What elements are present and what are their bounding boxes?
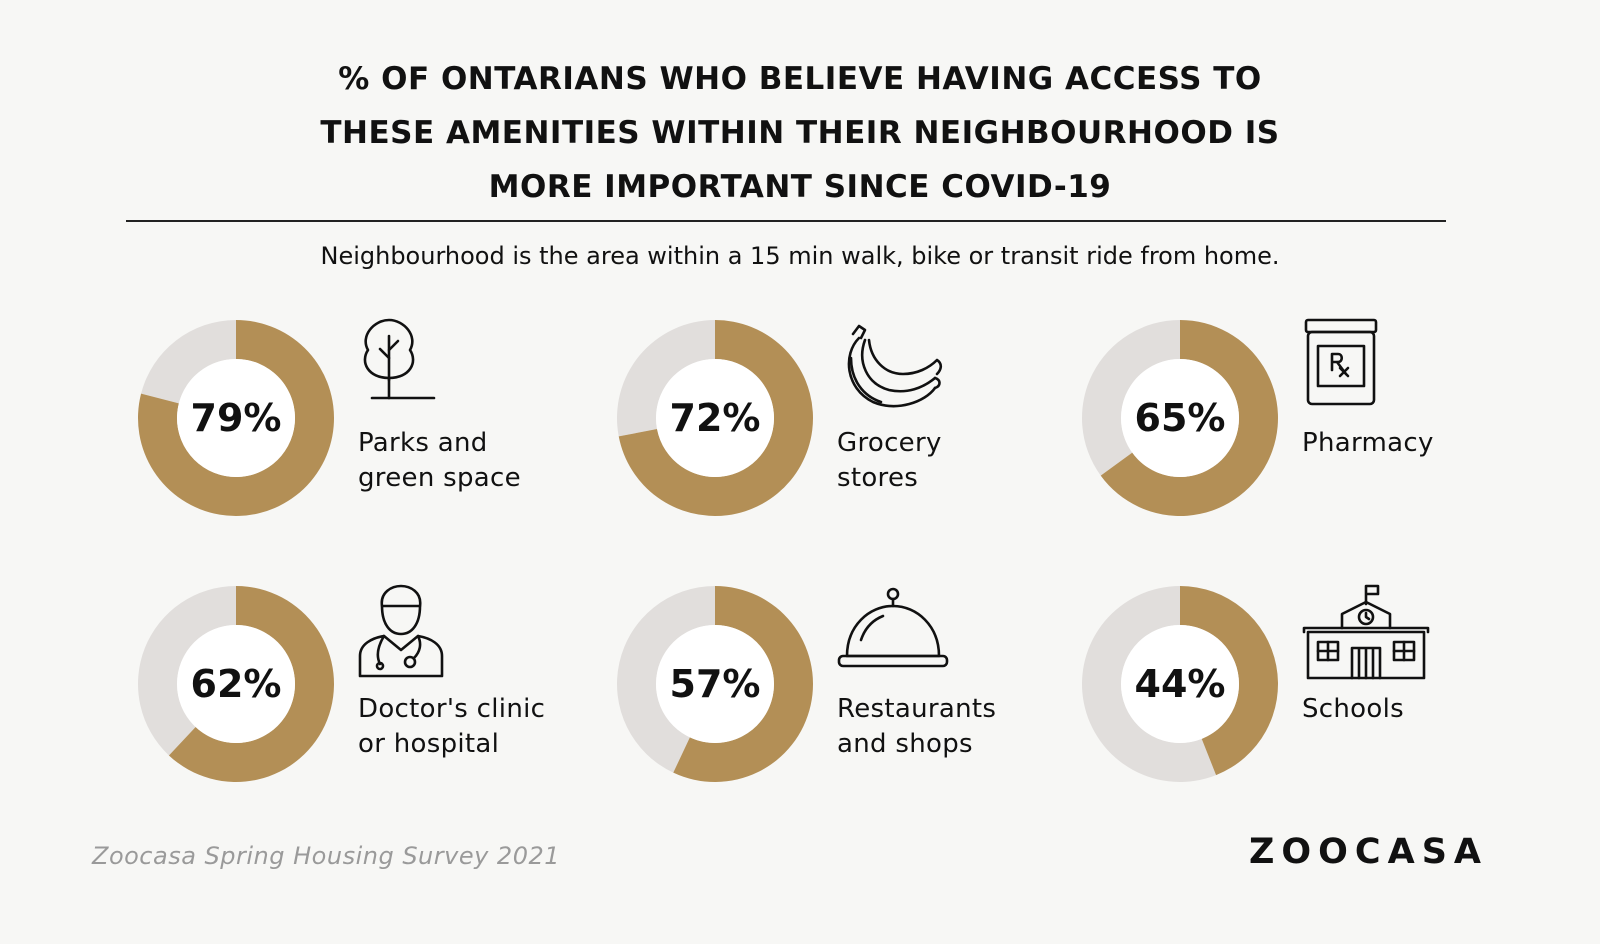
- donut-chart: [138, 586, 335, 782]
- title-divider: [126, 220, 1446, 222]
- donut-remainder-slice: [617, 320, 715, 437]
- donut-value-slice: [1100, 320, 1278, 516]
- label-line: Doctor's clinic: [358, 694, 546, 724]
- donut-hole: [1121, 359, 1239, 477]
- label-line: and shops: [837, 729, 973, 759]
- amenity-label: Pharmacy: [1302, 426, 1552, 461]
- subtitle: Neighbourhood is the area within a 15 mi…: [320, 242, 1280, 270]
- title-line: % OF ONTARIANS WHO BELIEVE HAVING ACCESS…: [338, 61, 1262, 97]
- donut-remainder-slice: [617, 586, 715, 773]
- donut-remainder-slice: [141, 320, 236, 404]
- amenity-item: 79% Parks and green space: [136, 318, 606, 518]
- donut-remainder-slice: [1082, 320, 1180, 476]
- chart-title: % OF ONTARIANS WHO BELIEVE HAVING ACCESS…: [0, 52, 1600, 214]
- donut-value-slice: [1180, 586, 1278, 776]
- donut-value-slice: [138, 320, 334, 516]
- tree-icon: [363, 318, 436, 400]
- donut-hole: [656, 625, 774, 743]
- pharmacy-bottle-icon: [1304, 318, 1378, 406]
- amenity-item: 62% Doctor's clinic or hospital: [136, 584, 606, 784]
- label-line: green space: [358, 463, 521, 493]
- label-line: Schools: [1302, 694, 1404, 724]
- label-line: Parks and: [358, 428, 488, 458]
- donut-hole: [177, 625, 295, 743]
- school-icon: [1302, 584, 1430, 680]
- donut-hole: [1121, 625, 1239, 743]
- amenity-item: 65% Pharmacy: [1080, 318, 1550, 518]
- donut-chart: [617, 320, 813, 516]
- label-line: Grocery: [837, 428, 942, 458]
- percent-label: 57%: [669, 662, 761, 706]
- amenity-label: Parks and green space: [358, 426, 608, 496]
- label-line: stores: [837, 463, 919, 493]
- percent-label: 79%: [190, 396, 282, 440]
- doctor-icon: [358, 584, 444, 678]
- donut-value-slice: [618, 320, 813, 516]
- donut-remainder-slice: [1082, 586, 1217, 782]
- donut-chart: [1082, 320, 1278, 516]
- title-line: THESE AMENITIES WITHIN THEIR NEIGHBOURHO…: [320, 115, 1280, 151]
- amenity-label: Schools: [1302, 692, 1552, 727]
- food-cloche-icon: [837, 587, 949, 668]
- amenity-label: Doctor's clinic or hospital: [358, 692, 608, 762]
- percent-label: 44%: [1134, 662, 1226, 706]
- title-line: MORE IMPORTANT SINCE COVID-19: [488, 169, 1112, 205]
- amenity-label: Restaurants and shops: [837, 692, 1087, 762]
- donut-hole: [656, 359, 774, 477]
- percent-label: 65%: [1134, 396, 1226, 440]
- donut-chart: [617, 586, 813, 782]
- donut-chart: [138, 320, 334, 516]
- amenity-label: Grocery stores: [837, 426, 1087, 496]
- donut-value-slice: [673, 586, 813, 782]
- donut-chart: [1082, 586, 1278, 782]
- amenity-item: 44% Schools: [1080, 584, 1550, 784]
- donut-remainder-slice: [138, 586, 236, 756]
- source-note: Zoocasa Spring Housing Survey 2021: [92, 842, 561, 870]
- percent-label: 72%: [669, 396, 761, 440]
- brand-logo: ZOOCASA: [1249, 832, 1488, 872]
- amenity-item: 72% Grocery stores: [615, 318, 1085, 518]
- label-line: Restaurants: [837, 694, 997, 724]
- amenity-item: 57% Restaurants and shops: [615, 584, 1085, 784]
- percent-label: 62%: [190, 662, 282, 706]
- donut-value-slice: [168, 586, 335, 782]
- donut-hole: [177, 359, 295, 477]
- banana-icon: [847, 324, 943, 408]
- label-line: Pharmacy: [1302, 428, 1434, 458]
- label-line: or hospital: [358, 729, 500, 759]
